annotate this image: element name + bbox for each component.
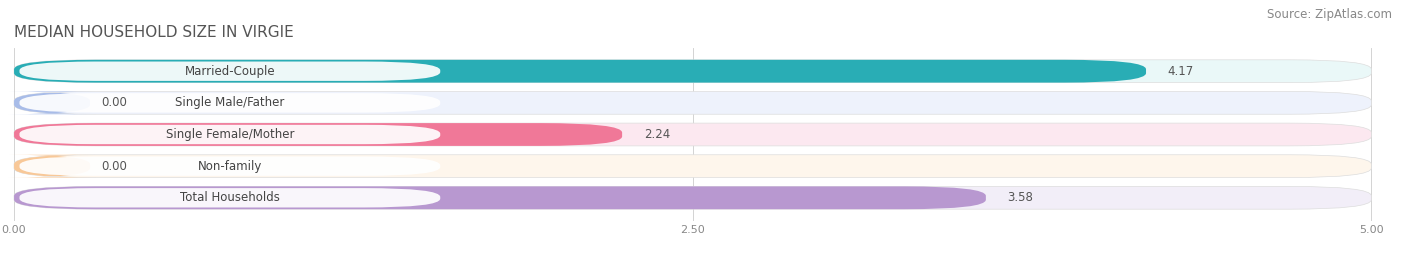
- FancyBboxPatch shape: [14, 60, 1146, 83]
- FancyBboxPatch shape: [8, 155, 96, 178]
- Text: 3.58: 3.58: [1008, 191, 1033, 204]
- FancyBboxPatch shape: [20, 93, 440, 112]
- FancyBboxPatch shape: [20, 125, 440, 144]
- FancyBboxPatch shape: [14, 91, 1371, 114]
- Text: Total Households: Total Households: [180, 191, 280, 204]
- FancyBboxPatch shape: [14, 123, 1371, 146]
- Text: Married-Couple: Married-Couple: [184, 65, 276, 78]
- Text: Single Male/Father: Single Male/Father: [176, 96, 284, 109]
- FancyBboxPatch shape: [20, 62, 440, 81]
- Text: 2.24: 2.24: [644, 128, 671, 141]
- Text: Source: ZipAtlas.com: Source: ZipAtlas.com: [1267, 8, 1392, 21]
- Text: Non-family: Non-family: [198, 160, 262, 173]
- FancyBboxPatch shape: [20, 188, 440, 207]
- Text: 0.00: 0.00: [101, 160, 127, 173]
- FancyBboxPatch shape: [14, 186, 986, 209]
- Text: Single Female/Mother: Single Female/Mother: [166, 128, 294, 141]
- FancyBboxPatch shape: [8, 91, 96, 114]
- FancyBboxPatch shape: [14, 186, 1371, 209]
- Text: 0.00: 0.00: [101, 96, 127, 109]
- FancyBboxPatch shape: [14, 155, 1371, 178]
- Text: 4.17: 4.17: [1168, 65, 1194, 78]
- Text: MEDIAN HOUSEHOLD SIZE IN VIRGIE: MEDIAN HOUSEHOLD SIZE IN VIRGIE: [14, 25, 294, 40]
- FancyBboxPatch shape: [20, 157, 440, 176]
- FancyBboxPatch shape: [14, 60, 1371, 83]
- FancyBboxPatch shape: [14, 123, 621, 146]
